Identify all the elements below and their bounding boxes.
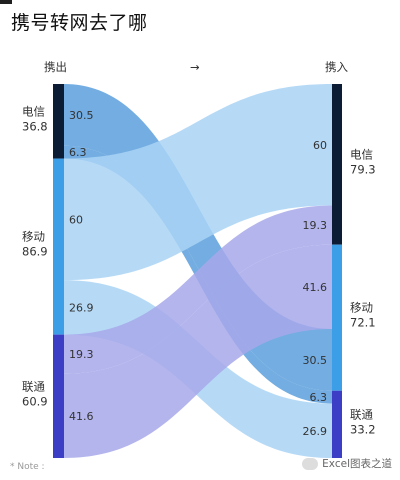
flow-label-right-e88194e9809a-e794b5e4bfa1: 19.3 xyxy=(303,219,328,232)
target-node-1 xyxy=(332,244,342,391)
arrow-header: → xyxy=(190,60,200,74)
source-total-2: 60.9 xyxy=(22,394,48,408)
target-node-2 xyxy=(332,390,342,458)
flow-e88194e9809a-to-e794b5e4bfa1 xyxy=(64,205,332,374)
flow-label-left-e794b5e4bfa1-e7a7bbe58aa8: 30.5 xyxy=(69,109,94,122)
source-node-0 xyxy=(53,84,64,159)
title-accent-bar xyxy=(0,0,12,4)
page-title: 携号转网去了哪 xyxy=(11,12,148,34)
watermark-text: Excel图表之道 xyxy=(322,458,392,470)
target-total-2: 33.2 xyxy=(350,422,376,436)
target-total-1: 72.1 xyxy=(350,316,376,330)
flow-label-left-e794b5e4bfa1-e88194e9809a: 6.3 xyxy=(69,146,87,159)
target-name-1: 移动 xyxy=(350,301,373,315)
sankey-chart: 携出 → 携入电信36.8移动86.9联通60.9电信79.3移动72.1联通33.… xyxy=(22,60,376,458)
labels-layer: 携出 → 携入电信36.8移动86.9联通60.9电信79.3移动72.1联通33.… xyxy=(22,60,376,438)
target-node-0 xyxy=(332,84,342,245)
flow-label-right-e7a7bbe58aa8-e88194e9809a: 26.9 xyxy=(303,425,328,438)
flow-label-left-e88194e9809a-e794b5e4bfa1: 19.3 xyxy=(69,348,94,361)
watermark: Excel图表之道 xyxy=(302,456,392,471)
source-node-1 xyxy=(53,158,64,335)
source-total-0: 36.8 xyxy=(22,119,48,133)
wechat-icon xyxy=(302,457,319,470)
flow-label-right-e7a7bbe58aa8-e794b5e4bfa1: 60 xyxy=(313,139,327,152)
flow-e7a7bbe58aa8-to-e794b5e4bfa1 xyxy=(64,84,332,281)
source-name-0: 电信 xyxy=(22,104,45,118)
flow-label-left-e7a7bbe58aa8-e88194e9809a: 26.9 xyxy=(69,301,94,314)
flow-e88194e9809a-to-e7a7bbe58aa8 xyxy=(64,244,332,458)
flows-layer xyxy=(64,84,332,458)
source-name-2: 联通 xyxy=(22,379,45,393)
flow-label-left-e7a7bbe58aa8-e794b5e4bfa1: 60 xyxy=(69,213,83,226)
flow-label-right-e794b5e4bfa1-e88194e9809a: 6.3 xyxy=(310,391,328,404)
note-text: * Note : xyxy=(10,462,45,472)
right-header: 携入 xyxy=(325,60,348,74)
source-node-2 xyxy=(53,334,64,458)
left-header: 携出 xyxy=(44,60,67,74)
nodes-layer xyxy=(53,84,342,458)
flow-label-right-e88194e9809a-e7a7bbe58aa8: 41.6 xyxy=(303,281,328,294)
source-total-1: 86.9 xyxy=(22,245,48,259)
target-name-2: 联通 xyxy=(350,407,373,421)
flow-label-right-e794b5e4bfa1-e7a7bbe58aa8: 30.5 xyxy=(303,354,328,367)
source-name-1: 移动 xyxy=(22,230,45,244)
flow-label-left-e88194e9809a-e7a7bbe58aa8: 41.6 xyxy=(69,410,94,423)
target-total-0: 79.3 xyxy=(350,162,376,176)
target-name-0: 电信 xyxy=(350,147,373,161)
